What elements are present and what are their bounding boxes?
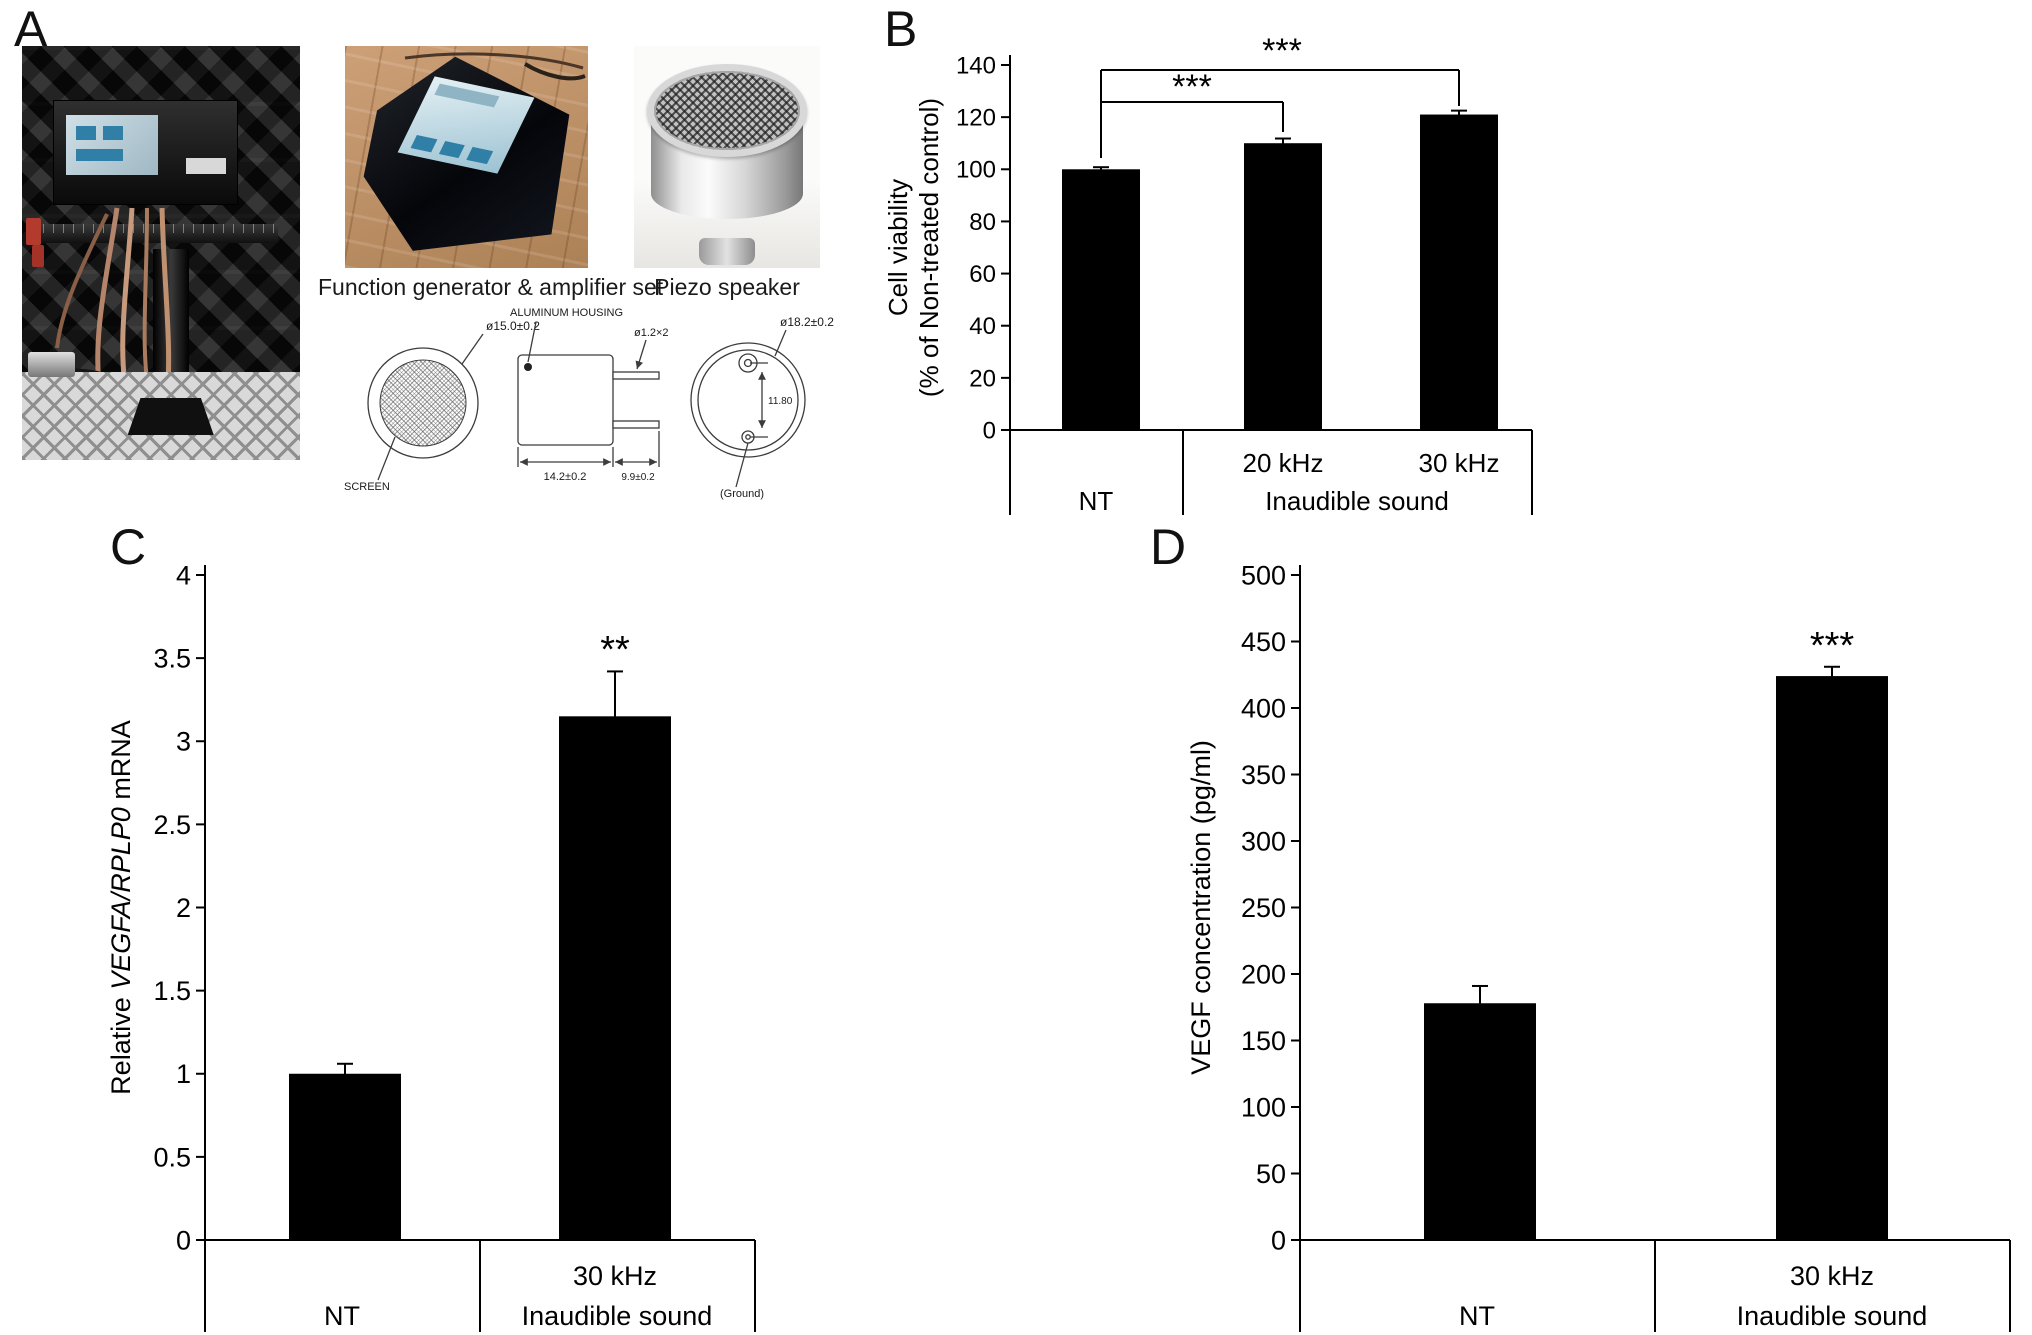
y-tick-label: 250	[1241, 893, 1286, 923]
screen-tile	[103, 126, 124, 141]
speaker-pedestal	[699, 238, 755, 265]
y-tick-label: 100	[1241, 1092, 1286, 1122]
photo-function-generator	[345, 46, 588, 268]
y-tick-label: 100	[956, 157, 996, 184]
y-axis-title: (% of Non-treated control)	[914, 98, 944, 397]
significance-label: **	[600, 629, 630, 671]
wires	[404, 52, 586, 81]
y-tick-label: 0	[1271, 1225, 1286, 1255]
bar-20 kHz	[1244, 143, 1322, 430]
screen-tile	[75, 126, 96, 141]
chart-vegf-concentration: 0 50 100 150 200 250 300 350 400 450 500 30 kHz NT In…	[1186, 560, 2011, 1332]
device-screen	[66, 115, 159, 176]
caption-function-generator: Function generator & amplifier set	[318, 274, 664, 300]
y-axis-title: Cell viability	[883, 179, 913, 316]
bar-30 kHz	[1776, 676, 1888, 1240]
panel-c-label: C	[110, 519, 147, 575]
y-tick-label: 40	[969, 313, 996, 340]
y-tick-label: 50	[1256, 1159, 1286, 1189]
dim-pin-diameter: ø1.2×2	[634, 327, 669, 339]
significance-label: ***	[1172, 68, 1212, 106]
drawing-side-view: ALUMINUM HOUSING ø1.2×2 14.2±0.2 9.9±0.2	[510, 307, 669, 483]
label-ground: (Ground)	[720, 488, 764, 500]
x-label-frequency: 20 kHz	[1243, 448, 1324, 478]
drawing-rear-view: 11.80 ø18.2±0.2 (Ground)	[690, 315, 834, 500]
y-tick-label: 500	[1241, 560, 1286, 590]
dim-housing-width: 14.2±0.2	[544, 471, 587, 483]
y-axis-title: VEGF concentration (pg/ml)	[1186, 740, 1216, 1075]
x-label-frequency: 30 kHz	[1790, 1261, 1874, 1291]
touchscreen-button	[411, 134, 438, 152]
label-aluminum-housing: ALUMINUM HOUSING	[510, 307, 623, 319]
y-tick-label: 80	[969, 209, 996, 236]
y-tick-label: 2	[176, 893, 191, 923]
x-label-frequency: 30 kHz	[573, 1261, 657, 1291]
y-tick-label: 60	[969, 261, 996, 288]
screen-tile	[75, 148, 124, 161]
caption-piezo-speaker: Piezo speaker	[654, 274, 800, 300]
y-tick-label: 300	[1241, 826, 1286, 856]
panel-d-label: D	[1150, 519, 1187, 575]
touchscreen-button	[439, 140, 466, 158]
y-tick-label: 400	[1241, 693, 1286, 723]
y-tick-label: 20	[969, 365, 996, 392]
bar-NT	[289, 1073, 401, 1240]
label-screen: SCREEN	[344, 481, 390, 493]
y-tick-label: 450	[1241, 627, 1286, 657]
chart-cell-viability: 0 20 40 60 80 100 120 140 20 kHz 30 kHz NT Inaudibl…	[883, 32, 1533, 516]
red-clip	[26, 217, 42, 245]
y-tick-label: 0	[983, 417, 996, 444]
chart-vegfa-mrna: 0 0.5 1 1.5 2 2.5 3 3.5 4 30 kHz NT Inaudible sound…	[106, 560, 756, 1332]
photo-piezo-speaker	[634, 46, 820, 268]
y-tick-label: 0.5	[153, 1142, 191, 1172]
x-label-group: Inaudible sound	[1737, 1301, 1928, 1331]
x-label-group: Inaudible sound	[1265, 486, 1449, 516]
x-label-group: NT	[1079, 486, 1114, 516]
panel-b-label: B	[884, 1, 918, 57]
y-tick-label: 120	[956, 105, 996, 132]
touchscreen-button	[467, 146, 494, 164]
panel-a-label: A	[14, 1, 48, 57]
bar-30 kHz	[1420, 114, 1498, 431]
device-label-plate	[185, 157, 227, 175]
y-tick-label: 1.5	[153, 976, 191, 1006]
x-label-group: Inaudible sound	[522, 1301, 713, 1331]
y-tick-label: 150	[1241, 1026, 1286, 1056]
y-tick-label: 4	[176, 560, 191, 590]
dim-pin-length: 9.9±0.2	[621, 472, 655, 483]
test-device-box	[52, 99, 239, 206]
y-tick-label: 200	[1241, 959, 1286, 989]
dim-front-diameter: ø15.0±0.2	[486, 319, 540, 333]
dim-rear-diameter: ø18.2±0.2	[780, 315, 834, 329]
photo-anechoic-test-setup	[22, 46, 300, 460]
x-label-group: NT	[1459, 1301, 1495, 1331]
x-label-frequency: 30 kHz	[1419, 448, 1500, 478]
bar-30 kHz	[559, 716, 671, 1240]
y-tick-label: 350	[1241, 760, 1286, 790]
x-label-group: NT	[324, 1301, 360, 1331]
y-tick-label: 2.5	[153, 810, 191, 840]
y-tick-label: 3	[176, 727, 191, 757]
y-tick-label: 1	[176, 1059, 191, 1089]
red-clip	[31, 244, 45, 268]
significance-label: ***	[1810, 625, 1855, 667]
dim-pin-spacing: 11.80	[768, 396, 793, 407]
stand-base	[127, 397, 214, 436]
speaker-mesh-top	[647, 63, 807, 157]
bar-NT	[1424, 1003, 1536, 1240]
y-tick-label: 140	[956, 52, 996, 79]
y-tick-label: 0	[176, 1225, 191, 1255]
rail-ruler-marks	[33, 224, 278, 234]
speaker-technical-drawing: ø15.0±0.2 SCREEN ALUMINUM HOUSING ø1.2×2…	[344, 307, 834, 500]
y-tick-label: 3.5	[153, 644, 191, 674]
y-axis-title: Relative VEGFA/RPLP0 mRNA	[106, 720, 136, 1095]
significance-label: ***	[1262, 32, 1302, 70]
drawing-front-view: ø15.0±0.2 SCREEN	[344, 319, 540, 493]
bar-NT	[1062, 169, 1140, 431]
microphone-cylinder	[27, 352, 75, 378]
